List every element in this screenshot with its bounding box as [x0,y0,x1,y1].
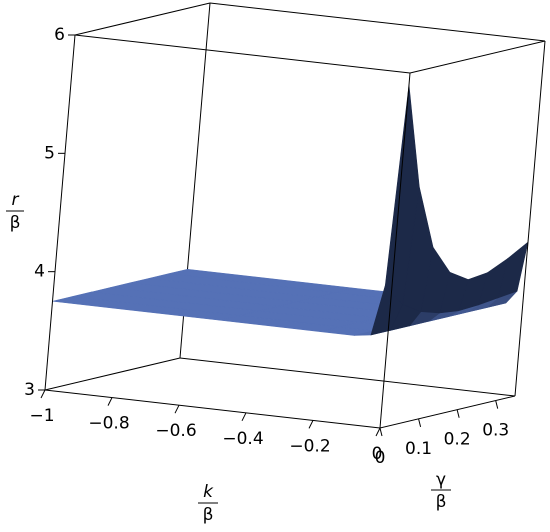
y-tick [495,400,499,409]
front-edges [44,2,546,429]
x-tick [308,420,314,429]
x-tick-label: −0.4 [222,429,263,449]
y-tick [418,418,422,427]
back-edges [44,2,516,397]
surface [52,84,529,336]
x-tick [375,427,381,437]
y-axis-title: γ β [431,470,451,512]
y-tick [456,409,460,418]
x-tick-label: 0 [372,444,383,464]
y-tick [379,427,383,437]
y-tick-label: 0.3 [482,421,509,441]
y-title-den: β [436,492,447,512]
x-tick-label: −0.8 [88,414,129,434]
x-axis-title: k β [198,482,218,525]
x-title-num: k [203,482,214,502]
y-tick-label: 0.2 [444,430,471,450]
y-tick-label: 0.1 [405,439,432,459]
x-tick [107,397,113,406]
x-tick-label: −0.2 [289,436,330,456]
y-title-num: γ [436,470,446,490]
z-title-num: r [12,190,20,210]
z-title-den: β [10,213,21,233]
y-tick-label: 0 [375,448,386,468]
z-tick-label: 4 [34,262,45,282]
x-tick [174,404,180,414]
z-axis-title: r β [6,190,24,233]
x-tick [40,389,46,399]
z-tick-label: 5 [44,143,55,163]
z-tick-label: 3 [24,380,35,400]
x-title-den: β [203,505,214,525]
surface-patch [384,84,420,306]
x-tick-label: −0.6 [155,421,196,441]
z-tick-label: 6 [54,25,65,45]
x-tick [241,412,247,422]
ticks: −1 −0.8 −0.6 −0.4 −0.2 00 0.1 0.2 0.3 3 4 5 6 [24,25,509,468]
x-tick-label: −1 [29,406,54,426]
